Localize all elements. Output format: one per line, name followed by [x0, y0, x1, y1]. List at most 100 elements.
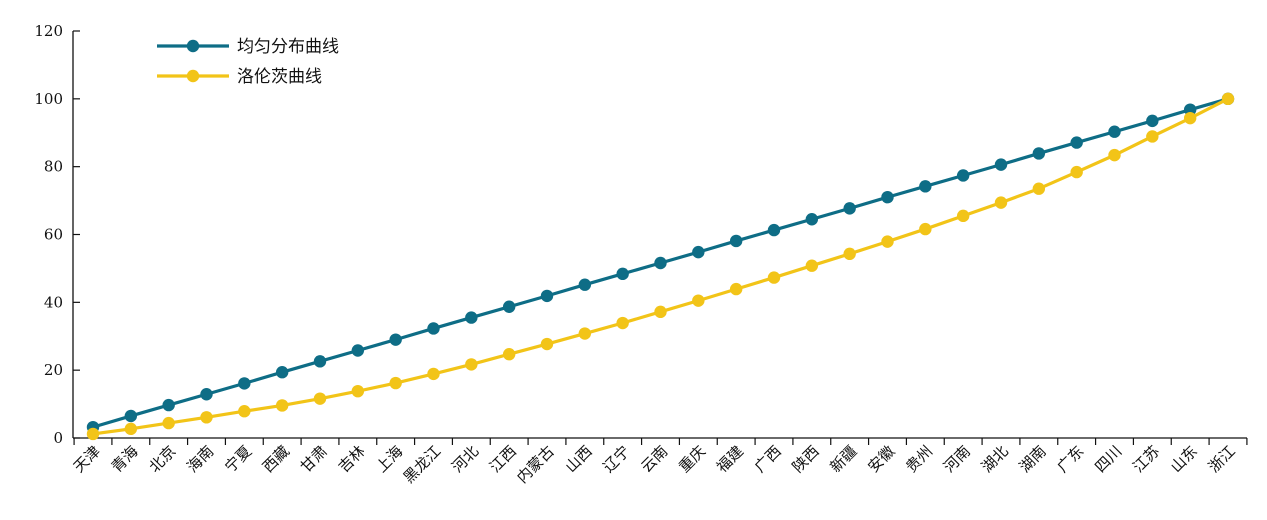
x-tick-label: 云南 [637, 442, 671, 476]
data-point [1108, 148, 1121, 162]
data-point [1070, 136, 1083, 149]
x-tick-label: 安徽 [864, 442, 898, 476]
x-tick-label: 四川 [1091, 442, 1125, 476]
data-point [200, 411, 213, 424]
x-tick-label: 河北 [448, 442, 482, 476]
data-point [238, 377, 251, 390]
y-tick-label: 0 [53, 429, 63, 447]
x-tick-label: 重庆 [675, 442, 709, 476]
data-point [956, 169, 970, 182]
x-tick-label: 海南 [183, 442, 217, 476]
data-point [616, 267, 629, 281]
data-point [427, 367, 440, 381]
data-point [578, 278, 592, 291]
x-tick-label: 河南 [940, 442, 974, 476]
data-point [729, 282, 743, 296]
x-tick-label: 江苏 [1129, 442, 1163, 476]
data-point [956, 209, 970, 223]
data-point [919, 180, 932, 193]
data-point [805, 259, 819, 272]
x-tick-label: 辽宁 [600, 442, 634, 476]
data-point [389, 376, 402, 390]
x-tick-label: 贵州 [902, 442, 936, 476]
y-tick-label: 120 [34, 22, 63, 40]
series-2 [86, 92, 1235, 441]
data-point [238, 405, 251, 418]
data-point [351, 384, 365, 398]
x-tick-label: 福建 [713, 442, 747, 476]
x-tick-label: 新疆 [827, 442, 861, 476]
series-1 [86, 92, 1235, 434]
data-point [994, 196, 1008, 209]
data-point [465, 358, 478, 371]
data-point [805, 213, 819, 226]
y-tick-label: 20 [44, 361, 63, 379]
legend-swatch-marker [186, 69, 200, 83]
data-point [692, 245, 705, 259]
data-point [351, 344, 365, 357]
data-point [313, 392, 327, 405]
data-point [692, 294, 705, 307]
data-point [1221, 92, 1235, 106]
data-point [919, 222, 932, 236]
x-tick-label: 浙江 [1205, 442, 1239, 476]
data-point [881, 190, 894, 204]
x-tick-label: 山东 [1167, 442, 1201, 476]
x-tick-label: 北京 [146, 442, 180, 476]
x-tick-label: 陕西 [789, 442, 823, 476]
y-tick-label: 60 [44, 226, 63, 244]
data-point [1032, 147, 1046, 160]
data-point [843, 247, 856, 261]
x-tick-label: 天津 [70, 442, 104, 476]
data-point [1183, 111, 1197, 125]
data-point [275, 366, 289, 379]
data-point [881, 235, 894, 248]
data-point [1146, 114, 1159, 128]
x-tick-label: 甘肃 [297, 442, 331, 476]
y-tick-label: 40 [44, 293, 63, 311]
data-point [1032, 182, 1046, 195]
data-point [502, 300, 516, 313]
data-point [465, 311, 478, 324]
series-layer [86, 92, 1235, 441]
data-point [313, 355, 327, 368]
x-tick-label: 湖北 [978, 442, 1012, 476]
x-tick-label: 宁夏 [221, 442, 255, 476]
legend-label: 洛伦茨曲线 [237, 67, 322, 87]
data-point [502, 348, 516, 361]
x-tick-label: 广西 [751, 442, 785, 476]
data-point [1146, 130, 1159, 143]
legend-swatch-marker [186, 39, 200, 53]
data-point [124, 422, 138, 436]
data-point [200, 388, 213, 401]
data-point [1108, 125, 1121, 138]
x-tick-label: 吉林 [335, 442, 369, 476]
y-tick-label: 100 [34, 90, 63, 108]
data-point [540, 289, 554, 303]
data-point [1183, 103, 1197, 116]
data-point [654, 256, 667, 270]
legend-item-2: 洛伦茨曲线 [157, 67, 322, 87]
y-tick-label: 80 [44, 158, 63, 176]
data-point [1070, 165, 1083, 179]
x-tick-label: 黑龙江 [400, 442, 445, 487]
data-point [994, 158, 1008, 171]
data-point [162, 416, 175, 430]
data-point [540, 337, 554, 351]
x-tick-label: 内蒙古 [513, 442, 558, 487]
data-point [578, 327, 592, 340]
data-point [654, 305, 667, 319]
legend-item-1: 均匀分布曲线 [157, 37, 339, 57]
x-tick-label: 山西 [562, 442, 596, 476]
data-point [616, 316, 629, 330]
data-point [729, 234, 743, 248]
x-tick-label: 青海 [108, 442, 142, 476]
data-point [275, 399, 289, 412]
legend-label: 均匀分布曲线 [237, 37, 339, 57]
data-point [86, 427, 100, 441]
data-point [124, 409, 138, 423]
x-tick-label: 广东 [1054, 442, 1088, 476]
data-point [767, 223, 781, 237]
